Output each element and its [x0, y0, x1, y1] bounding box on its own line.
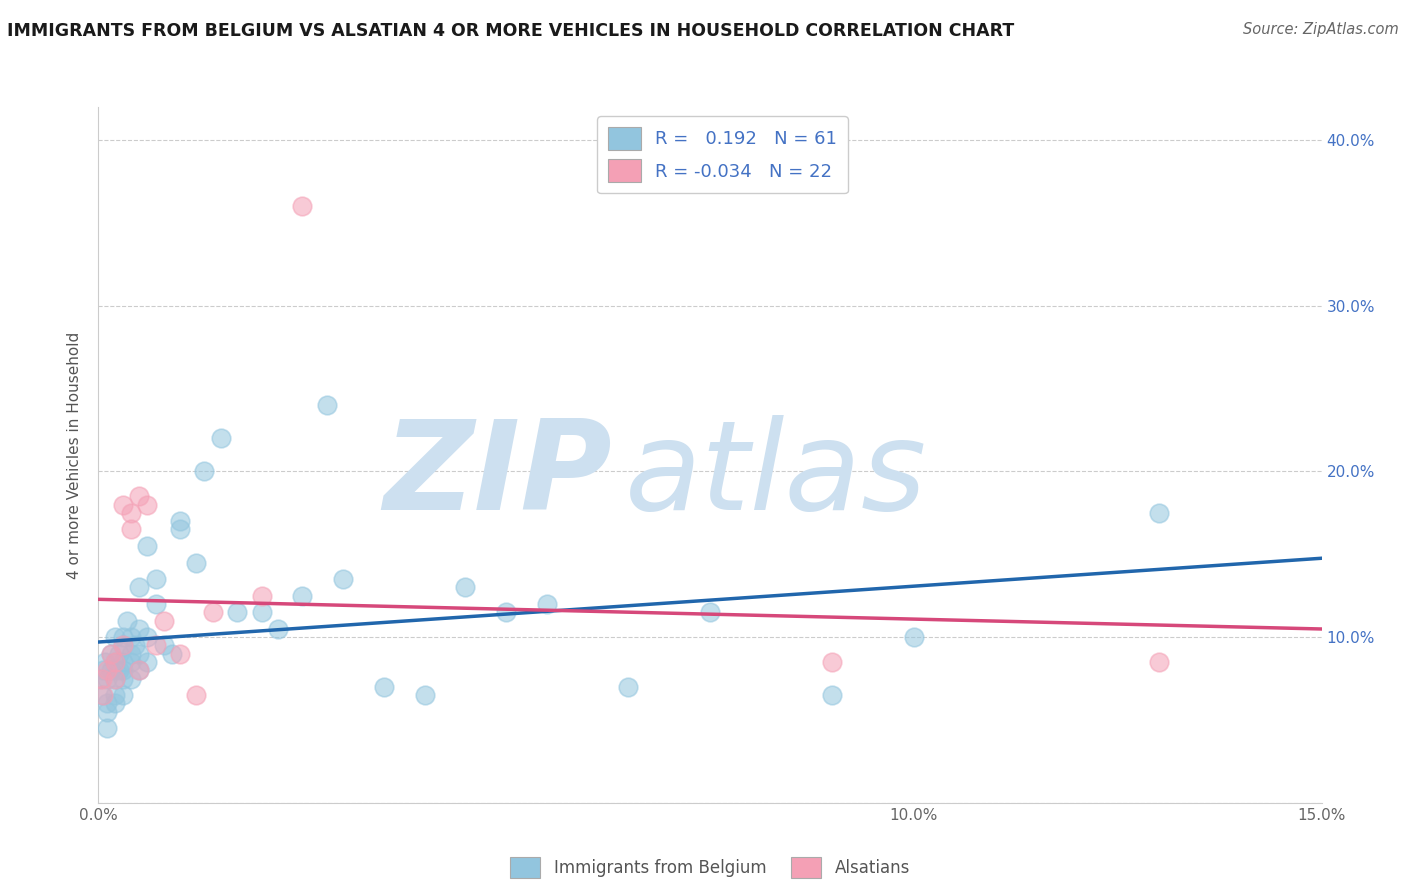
Point [128, 622, 150, 636]
Point [152, 614, 174, 628]
Point [111, 639, 134, 653]
Point [536, 597, 558, 611]
Text: Source: ZipAtlas.com: Source: ZipAtlas.com [1243, 22, 1399, 37]
Point [699, 605, 721, 619]
Point [169, 647, 191, 661]
Point [226, 605, 249, 619]
Point [90, 672, 112, 686]
Point [267, 622, 290, 636]
Point [100, 663, 122, 677]
Point [160, 647, 183, 661]
Point [145, 572, 167, 586]
Point [291, 199, 314, 213]
Legend: Immigrants from Belgium, Alsatians: Immigrants from Belgium, Alsatians [503, 850, 917, 885]
Point [186, 688, 208, 702]
Point [1147, 506, 1170, 520]
Point [169, 514, 191, 528]
Point [96, 705, 118, 719]
Point [120, 647, 142, 661]
Point [120, 506, 142, 520]
Point [111, 688, 134, 702]
Point [100, 647, 122, 661]
Point [120, 655, 142, 669]
Point [617, 680, 640, 694]
Text: IMMIGRANTS FROM BELGIUM VS ALSATIAN 4 OR MORE VEHICLES IN HOUSEHOLD CORRELATION : IMMIGRANTS FROM BELGIUM VS ALSATIAN 4 OR… [7, 22, 1014, 40]
Point [1147, 655, 1170, 669]
Point [124, 639, 146, 653]
Point [454, 581, 477, 595]
Point [111, 498, 134, 512]
Point [108, 647, 131, 661]
Point [128, 489, 150, 503]
Point [128, 663, 150, 677]
Point [104, 655, 127, 669]
Point [136, 630, 159, 644]
Point [413, 688, 436, 702]
Point [111, 655, 134, 669]
Point [821, 688, 844, 702]
Point [108, 663, 131, 677]
Point [120, 523, 142, 537]
Point [96, 721, 118, 735]
Point [136, 498, 159, 512]
Point [96, 697, 118, 711]
Point [495, 605, 517, 619]
Point [128, 581, 150, 595]
Point [111, 672, 134, 686]
Point [104, 688, 127, 702]
Point [169, 523, 191, 537]
Point [145, 639, 167, 653]
Point [201, 605, 224, 619]
Point [96, 663, 118, 677]
Point [104, 655, 127, 669]
Text: ZIP: ZIP [384, 416, 612, 536]
Point [315, 398, 337, 412]
Point [96, 672, 118, 686]
Point [115, 614, 138, 628]
Point [104, 672, 127, 686]
Point [104, 630, 127, 644]
Point [111, 639, 134, 653]
Point [111, 663, 134, 677]
Point [193, 465, 215, 479]
Point [120, 630, 142, 644]
Point [152, 639, 174, 653]
Point [111, 630, 134, 644]
Point [903, 630, 925, 644]
Point [209, 431, 232, 445]
Point [120, 672, 142, 686]
Point [94, 655, 117, 669]
Point [104, 697, 127, 711]
Point [145, 597, 167, 611]
Point [128, 663, 150, 677]
Point [250, 589, 273, 603]
Point [186, 556, 208, 570]
Point [91, 663, 114, 677]
Point [821, 655, 844, 669]
Point [91, 688, 114, 702]
Point [100, 647, 122, 661]
Y-axis label: 4 or more Vehicles in Household: 4 or more Vehicles in Household [67, 331, 83, 579]
Point [90, 688, 112, 702]
Point [250, 605, 273, 619]
Point [332, 572, 354, 586]
Point [136, 539, 159, 553]
Point [373, 680, 395, 694]
Point [104, 672, 127, 686]
Point [136, 655, 159, 669]
Text: atlas: atlas [624, 416, 927, 536]
Point [291, 589, 314, 603]
Point [128, 647, 150, 661]
Point [89, 672, 111, 686]
